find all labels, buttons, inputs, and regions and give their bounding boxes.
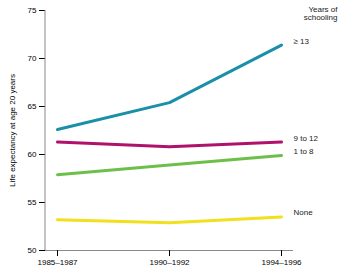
svg-text:≥ 13: ≥ 13 — [294, 37, 310, 46]
svg-text:Life expectancy at age 20 year: Life expectancy at age 20 years — [8, 74, 17, 187]
svg-text:Years ofschooling: Years ofschooling — [304, 5, 339, 22]
svg-text:1994–1996: 1994–1996 — [261, 258, 302, 267]
svg-text:70: 70 — [28, 54, 37, 63]
svg-text:55: 55 — [28, 198, 37, 207]
svg-text:75: 75 — [28, 6, 37, 15]
svg-text:50: 50 — [28, 246, 37, 255]
svg-text:1985–1987: 1985–1987 — [37, 258, 78, 267]
svg-text:60: 60 — [28, 150, 37, 159]
svg-text:1990–1992: 1990–1992 — [149, 258, 190, 267]
svg-text:65: 65 — [28, 102, 37, 111]
svg-text:None: None — [294, 208, 314, 217]
svg-text:1 to 8: 1 to 8 — [294, 147, 315, 156]
svg-text:9 to 12: 9 to 12 — [294, 134, 319, 143]
